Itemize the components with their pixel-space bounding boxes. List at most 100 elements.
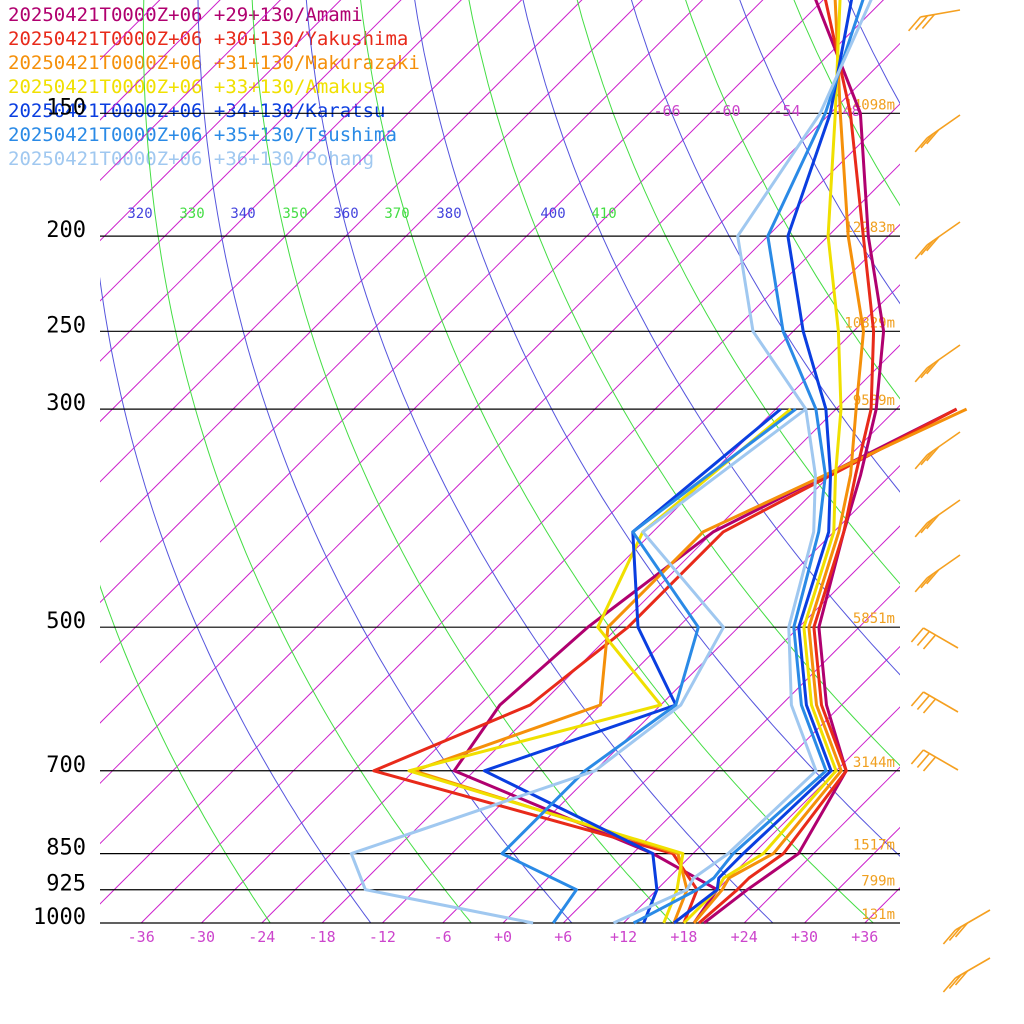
wind-barb-feather [916,630,931,647]
wind-barb [922,691,959,713]
isotherm-line [100,0,824,724]
pressure-label: 200 [46,218,86,243]
isotherm-line [100,0,583,483]
wind-barb-feather [920,240,934,256]
legend-entry: 20250421T0000Z+06 +29+130/Amami [8,4,363,26]
isotherm-line [100,0,764,664]
wind-barb-feather [942,977,957,993]
dry-adiabat-line [360,0,874,924]
dry-adiabat-line [576,0,900,585]
dry-adiabat-line [927,0,1024,923]
theta-label: 410 [591,206,616,222]
isotherm-line [100,0,523,423]
temperature-line [692,0,865,924]
theta-label: 370 [384,206,409,222]
wind-barb-feather [914,137,928,153]
wind-barb-feather [914,454,928,470]
isotherm-line [100,0,221,121]
dewpoint-line [500,407,797,924]
isotherm-label: -54 [773,102,800,120]
isotherm-line [985,0,1024,923]
isotherm-line [201,223,900,924]
isotherm-line [743,766,900,924]
dewpoint-line [412,407,968,924]
temperature-tick-label: +36 [851,928,878,946]
isotherm-label: -60 [713,102,740,120]
pressure-label: 300 [46,391,86,416]
isotherm-line [100,0,282,182]
dry-adiabat-line [979,0,1024,923]
wind-barbs [907,9,991,993]
wind-barb-feather [910,627,925,643]
temperature-tick-label: +0 [494,928,512,946]
wind-barb-feather [948,925,963,942]
dry-adiabat-line [739,0,900,305]
temperature-line [682,0,843,925]
temperature-tick-label: +6 [554,928,572,946]
wind-barb-feather [916,694,931,711]
temperature-tick-label: +30 [791,928,818,946]
wind-barb-feather [907,16,922,32]
theta-label: 380 [436,206,461,222]
wind-barb [922,749,959,771]
temperature-tick-label: -30 [188,928,215,946]
legend-entry: 20250421T0000Z+06 +35+130/Tsushima [8,124,397,146]
pressure-label: 700 [46,753,86,778]
isotherm-line [261,284,900,924]
height-label: 3144m [853,755,895,771]
height-label: 12283m [844,220,895,236]
dry-adiabat-line [100,584,271,924]
wind-barb-feather [920,518,934,534]
pressure-label: 850 [46,836,86,861]
legend-entry: 20250421T0000Z+06 +36+130/Pohang [8,148,375,170]
wind-barb-feather [914,577,928,593]
height-label: 9589m [853,393,895,409]
theta-label: 330 [179,206,204,222]
wind-barb-feather [922,634,937,650]
dry-adiabat-line [685,0,900,400]
height-label: 10829m [844,315,895,331]
wind-barb-feather [916,752,931,769]
wind-barb-feather [926,129,940,145]
temperature-tick-label: -36 [128,928,155,946]
isotherm-label: -66 [653,102,680,120]
temperature-line [703,0,886,925]
wind-barb-feather [914,367,928,383]
wind-barb [922,627,959,649]
wind-barb-feather [914,15,929,31]
pressure-label: 500 [46,609,86,634]
isotherm-line [140,163,900,924]
legend-entry: 20250421T0000Z+06 +30+130/Yakushima [8,28,409,50]
wind-barb-feather [926,236,940,252]
pressure-label: 150 [46,95,86,120]
isotherm-line [562,585,900,924]
dewpoint-line [482,407,782,924]
theta-label: 320 [127,206,152,222]
temperature-line [672,0,853,925]
temperature-tick-label: -12 [369,928,396,946]
height-label: 799m [861,874,895,890]
dry-adiabat-line [414,0,900,857]
isotherm-line [100,0,402,302]
temperature-tick-label: +18 [670,928,697,946]
wind-barb-feather [954,970,969,986]
temperature-line [632,0,865,925]
wind-barb-feather [910,749,925,765]
isotherm-line [864,887,900,924]
wind-barb-feather [942,929,957,945]
dry-adiabat-line [100,276,372,924]
wind-barb-feather [922,698,937,714]
isotherm-line [100,0,704,604]
wind-barb-feather [920,363,934,379]
temperature-tick-label: -24 [248,928,275,946]
dewpoint-line [349,407,807,925]
temperature-line [612,0,873,925]
pressure-label: 250 [46,313,86,338]
pressure-label: 925 [46,872,86,897]
dewpoint-line [372,407,958,924]
wind-barb-feather [914,522,928,538]
theta-label: 350 [282,206,307,222]
dry-adiabat-line [875,0,1024,923]
isotherm-line [925,0,1024,923]
